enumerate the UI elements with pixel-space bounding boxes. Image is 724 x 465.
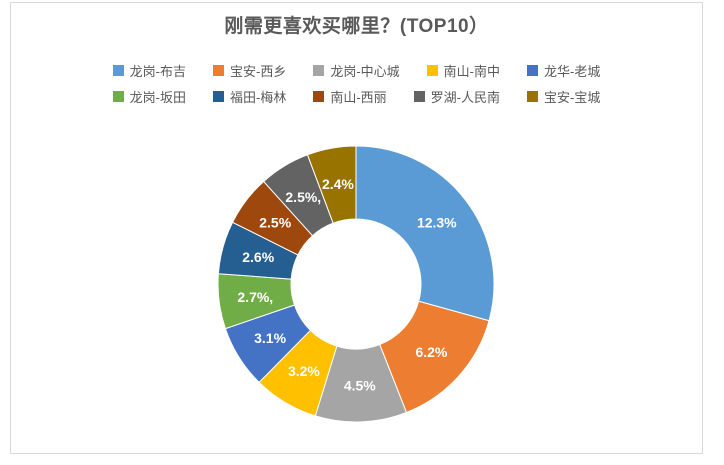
legend-swatch <box>112 64 124 76</box>
data-label-3: 4.5% <box>344 377 376 393</box>
legend-label: 南山-南中 <box>443 63 501 79</box>
legend-label: 龙岗-中心城 <box>330 63 400 79</box>
legend-item-longgang-buji[interactable]: 龙岗-布吉 <box>112 61 186 80</box>
data-label-5: 3.1% <box>254 330 286 346</box>
legend-item-longgang-bantian[interactable]: 龙岗-坂田 <box>112 87 186 106</box>
donut-slice-2[interactable] <box>379 300 490 413</box>
legend-swatch <box>212 64 224 76</box>
data-label-8: 2.5% <box>259 214 291 230</box>
data-label-2: 6.2% <box>415 344 447 360</box>
data-label-1: 12.3% <box>417 214 457 230</box>
data-label-6: 2.7%, <box>237 289 273 305</box>
data-label-9: 2.5%, <box>285 189 321 205</box>
legend-item-baoan-xixiang[interactable]: 宝安-西乡 <box>212 61 287 80</box>
legend-row-1: 龙岗-布吉 宝安-西乡 龙岗-中心城 南山-南中 龙华-老城 <box>11 57 702 83</box>
donut-slice-10[interactable] <box>307 145 357 224</box>
legend-label: 罗湖-人民南 <box>430 89 501 105</box>
legend-label: 龙岗-坂田 <box>129 89 186 105</box>
legend-item-baoan-baocheng[interactable]: 宝安-宝城 <box>527 87 600 106</box>
legend-swatch <box>313 64 325 76</box>
legend-label: 龙岗-布吉 <box>129 63 186 79</box>
data-label-10: 2.4% <box>322 176 354 192</box>
data-label-4: 3.2% <box>288 363 320 379</box>
legend-item-luohu-renminnan[interactable]: 罗湖-人民南 <box>413 87 501 106</box>
legend-swatch <box>313 90 325 102</box>
chart-legend: 龙岗-布吉 宝安-西乡 龙岗-中心城 南山-南中 龙华-老城 龙岗-坂 <box>11 57 702 109</box>
legend-swatch <box>212 90 224 102</box>
legend-label: 宝安-西乡 <box>229 63 287 79</box>
legend-label: 宝安-宝城 <box>544 89 601 105</box>
chart-frame: 12.3% 6.2% 4.5% 3.2% 3.1% 2.7%, 2.6% 2.5% 2.5%, 2… <box>10 2 703 454</box>
legend-item-futian-meilin[interactable]: 福田-梅林 <box>212 87 287 106</box>
legend-item-nanshan-xili[interactable]: 南山-西丽 <box>313 87 387 106</box>
donut-slice-1[interactable] <box>355 145 495 322</box>
legend-item-longhua-laocheng[interactable]: 龙华-老城 <box>527 61 600 80</box>
data-label-7: 2.6% <box>242 249 274 265</box>
chart-title: 刚需更喜欢买哪里？(TOP10） <box>224 16 489 37</box>
legend-item-nanshan-nanzhong[interactable]: 南山-南中 <box>426 61 501 80</box>
legend-label: 龙华-老城 <box>544 63 601 79</box>
legend-item-longgang-zhongxincheng[interactable]: 龙岗-中心城 <box>313 61 400 80</box>
legend-label: 南山-西丽 <box>330 89 387 105</box>
donut-chart: 12.3% 6.2% 4.5% 3.2% 3.1% 2.7%, 2.6% 2.5% 2.5%,2… <box>217 145 495 423</box>
legend-row-2: 龙岗-坂田 福田-梅林 南山-西丽 罗湖-人民南 宝安-宝城 <box>11 83 702 109</box>
legend-swatch <box>112 90 124 102</box>
legend-swatch <box>426 64 438 76</box>
legend-swatch <box>413 90 425 102</box>
legend-swatch <box>527 90 539 102</box>
legend-label: 福田-梅林 <box>229 89 287 105</box>
legend-swatch <box>527 64 539 76</box>
